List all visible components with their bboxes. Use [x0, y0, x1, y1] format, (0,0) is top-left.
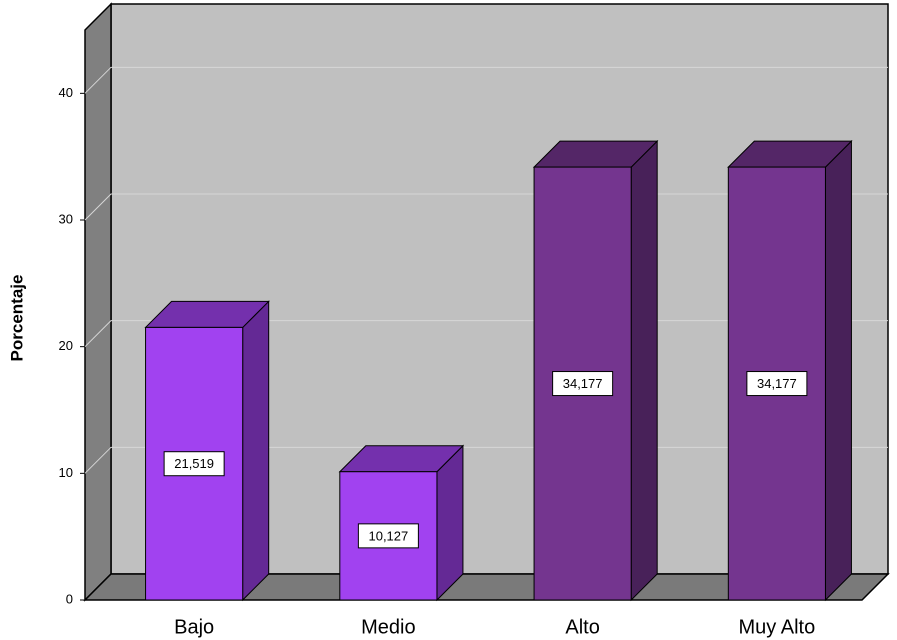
y-tick-label: 10: [59, 465, 73, 480]
value-label-box: [746, 371, 808, 397]
x-tick-label: Muy Alto: [739, 616, 816, 638]
bar-side: [630, 139, 658, 602]
bar-side: [242, 300, 270, 602]
value-label: 34,177: [757, 376, 797, 391]
y-axis-label: Porcentaje: [7, 275, 26, 362]
x-tick-label: Medio: [361, 616, 415, 638]
y-tick-label: 0: [66, 591, 73, 606]
y-tick-label: 20: [59, 338, 73, 353]
y-tick-label: 30: [59, 211, 73, 226]
y-tick-label: 40: [59, 85, 73, 100]
grid-line: [84, 66, 888, 94]
left-wall: [84, 2, 112, 602]
value-label-box: [357, 523, 419, 549]
bar-side: [824, 139, 852, 602]
value-label: 10,127: [368, 528, 408, 543]
bar-side: [436, 444, 464, 602]
x-tick-label: Alto: [565, 616, 599, 638]
x-tick-label: Bajo: [174, 616, 214, 638]
value-label: 21,519: [174, 456, 214, 471]
value-label-box: [552, 371, 614, 397]
value-label-box: [163, 451, 225, 477]
value-label: 34,177: [563, 376, 603, 391]
